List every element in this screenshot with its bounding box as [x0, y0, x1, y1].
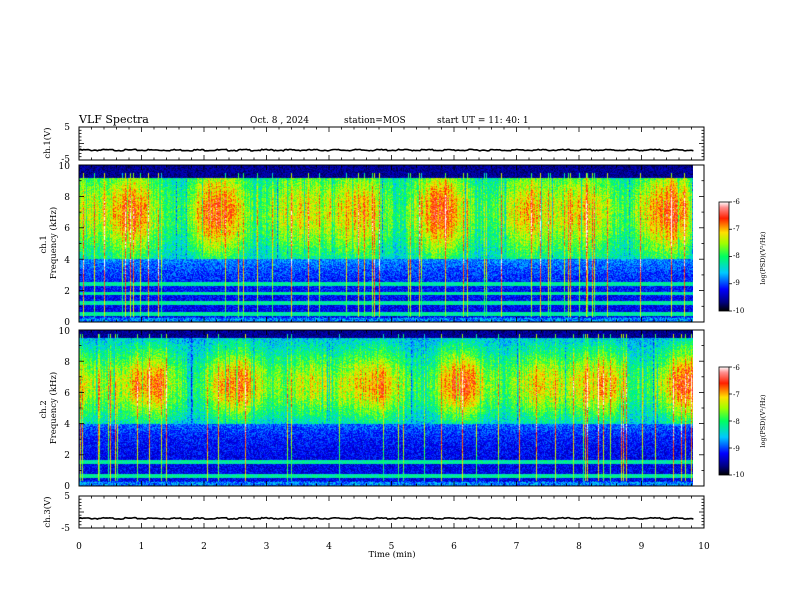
ch2-spectrogram-panel: 0 2 4 6 8 10 ch.2 Frequency (kHz) -6 -7 … [39, 327, 767, 492]
x-tick-label: 9 [639, 542, 645, 552]
ch1-voltage-frame [78, 126, 705, 161]
ch2-freq-ylabel: ch.2 Frequency (kHz) [39, 372, 59, 444]
ch1-cb-tick-neg6: -6 [733, 198, 740, 206]
ch2-cb-tick-neg8: -8 [733, 418, 740, 426]
ch2-freq-tick-2: 2 [64, 451, 70, 461]
start-time-label: start UT = 11: 40: 1 [437, 116, 529, 126]
x-tick-label: 6 [451, 542, 457, 552]
x-tick-label: 8 [576, 542, 582, 552]
ch1-freq-tick-4: 4 [64, 256, 70, 266]
ch1-voltage-panel: 5 -5 ch.1(V) [42, 123, 705, 165]
date-label: Oct. 8 , 2024 [250, 116, 309, 126]
ch3-voltage-ylabel: ch.3(V) [42, 496, 53, 527]
ch1-cb-tick-neg8: -8 [733, 252, 740, 260]
ch3-voltage-ticks [78, 495, 705, 529]
ch1-freq-tick-8: 8 [64, 193, 70, 203]
x-tick-label: 4 [326, 542, 332, 552]
ch1-freq-tick-10: 10 [59, 162, 71, 172]
ch2-colorbar [718, 366, 730, 476]
ch1-cb-tick-neg7: -7 [733, 225, 740, 233]
ch2-cb-tick-neg10: -10 [733, 471, 744, 479]
ch1-spectrogram-image [79, 165, 693, 322]
x-tick-label: 3 [264, 542, 270, 552]
x-tick-label: 7 [514, 542, 520, 552]
ch1-ytick-5: 5 [64, 123, 70, 133]
ch3-voltage-panel: 5 -5 ch.3(V) [42, 492, 705, 534]
x-tick-label: 5 [389, 542, 395, 552]
ch3-voltage-trace [78, 516, 694, 521]
ch2-spectrogram-ticks [78, 329, 705, 487]
ch1-spectrogram-panel: 0 2 4 6 8 10 ch.1 Frequency (kHz) -6 -7 … [39, 162, 767, 328]
ch2-freq-tick-4: 4 [64, 420, 70, 430]
ch2-freq-tick-8: 8 [64, 358, 70, 368]
ch1-freq-tick-0: 0 [64, 318, 70, 328]
ch1-cb-tick-neg10: -10 [733, 307, 744, 315]
x-tick-label: 1 [139, 542, 145, 552]
ch2-spectrogram-image [79, 330, 693, 486]
ch1-ytick-neg5: -5 [61, 155, 70, 165]
ch1-cb-tick-neg9: -9 [733, 279, 740, 287]
ch2-cb-tick-neg6: -6 [733, 364, 740, 372]
ch3-ytick-5: 5 [64, 492, 70, 502]
ch2-cb-tick-neg7: -7 [733, 391, 740, 399]
ch1-colorbar-label: log(PSD)(V²/Hz) [759, 231, 767, 284]
ch1-colorbar [718, 201, 730, 312]
ch1-freq-tick-6: 6 [64, 224, 70, 234]
ch2-freq-tick-6: 6 [64, 389, 70, 399]
ch1-voltage-ylabel: ch.1(V) [42, 127, 53, 158]
ch1-freq-ylabel: ch.1 Frequency (kHz) [39, 207, 59, 279]
x-tick-label: 0 [76, 542, 82, 552]
ch2-freq-tick-10: 10 [59, 327, 71, 337]
ch1-spectrogram-ticks [78, 164, 705, 323]
ch1-colorbar-ticks [729, 201, 732, 312]
ch2-cb-tick-neg9: -9 [733, 445, 740, 453]
x-tick-label: 2 [201, 542, 207, 552]
station-label: station=MOS [344, 116, 406, 126]
ch1-freq-tick-2: 2 [64, 287, 70, 297]
x-axis-label: Time (min) [368, 549, 415, 560]
ch1-voltage-trace [78, 148, 694, 152]
ch3-ytick-neg5: -5 [61, 524, 70, 534]
figure-title: VLF Spectra [78, 113, 149, 126]
ch2-freq-tick-0: 0 [64, 482, 70, 492]
ch2-colorbar-label: log(PSD)(V²/Hz) [759, 394, 767, 447]
ch2-colorbar-ticks [729, 366, 732, 476]
x-axis-tick-labels: 0 1 2 3 4 5 6 7 8 9 10 [76, 542, 710, 552]
ch1-voltage-ticks [78, 126, 705, 161]
x-tick-label: 10 [698, 542, 710, 552]
